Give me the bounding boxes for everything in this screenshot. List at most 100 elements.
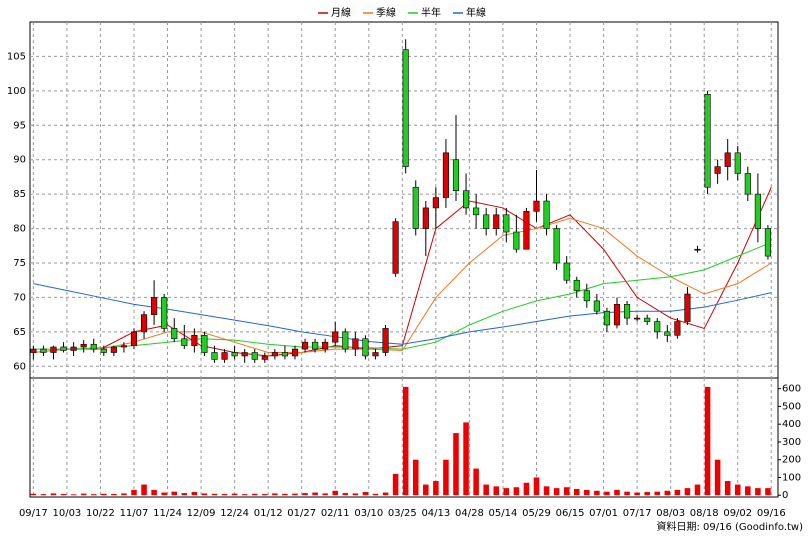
volume-bar (664, 490, 671, 496)
candle-body (473, 207, 480, 216)
volume-bar (362, 492, 369, 496)
volume-bar (30, 493, 37, 496)
volume-bar (433, 481, 439, 496)
volume-bar (131, 489, 137, 496)
volume-bar (342, 493, 349, 496)
volume-bar (734, 484, 741, 496)
y2-tick-label: 400 (782, 419, 801, 430)
x-tick-label: 01/27 (287, 508, 316, 519)
x-tick-label: 07/01 (589, 508, 618, 519)
y2-tick-label: 100 (782, 472, 801, 483)
x-tick-label: 06/15 (556, 508, 585, 519)
x-tick-label: 04/13 (421, 508, 450, 519)
candle-body (563, 262, 570, 281)
volume-bar (533, 477, 540, 496)
volume-bar (423, 484, 429, 496)
volume-bar (201, 493, 208, 496)
candle-body (100, 348, 107, 353)
y-tick-label: 105 (7, 51, 26, 62)
candle-body (573, 279, 580, 291)
volume-bar (151, 489, 157, 496)
volume-bar (654, 491, 661, 496)
volume-bar (755, 488, 761, 496)
candle-body (452, 159, 460, 192)
candle-body (513, 231, 520, 250)
candle-body (140, 314, 148, 333)
candle-body (432, 197, 439, 209)
volume-bar (292, 493, 298, 496)
candle-body (442, 152, 449, 198)
candle-body (201, 335, 208, 353)
x-tick-label: 09/17 (19, 508, 48, 519)
volume-bar (161, 492, 167, 496)
candle-body (593, 300, 600, 312)
candle-body (161, 297, 168, 329)
y-tick-label: 100 (7, 86, 26, 97)
x-tick-label: 05/14 (489, 508, 518, 519)
candle-body (151, 297, 158, 315)
x-tick-label: 10/03 (52, 508, 81, 519)
y-tick-label: 70 (13, 292, 26, 303)
volume-bar (80, 493, 87, 496)
volume-bar (453, 433, 459, 496)
moving-average (33, 217, 772, 354)
volume-bar (372, 493, 379, 496)
candle-body (603, 310, 610, 326)
y-tick-label: 90 (13, 155, 26, 166)
x-tick-label: 02/11 (321, 508, 350, 519)
volume-bar (694, 484, 701, 496)
volume-bar (584, 489, 590, 496)
candle-body (332, 331, 339, 343)
candle-body (110, 346, 117, 353)
candle-body (714, 166, 721, 174)
x-tick-label: 07/17 (623, 508, 652, 519)
x-tick-label: 03/25 (388, 508, 417, 519)
y-tick-label: 65 (13, 327, 26, 338)
candle-body (523, 211, 530, 250)
volume-bar (272, 493, 278, 496)
candle-body (281, 352, 288, 357)
volume-bar (493, 486, 500, 496)
y2-tick-label: 0 (782, 490, 788, 501)
y-tick-label: 60 (13, 361, 26, 372)
y2-tick-label: 500 (782, 401, 801, 412)
y2-tick-label: 600 (782, 384, 801, 395)
volume-bar (50, 493, 57, 496)
y2-tick-label: 300 (782, 437, 801, 448)
volume-bar (624, 491, 630, 496)
candle-body (724, 152, 731, 167)
candle-body (50, 346, 57, 353)
volume-bar (765, 488, 771, 496)
volume-bar (745, 486, 751, 496)
candle-body (191, 335, 198, 346)
volume-bar (40, 494, 47, 496)
candle-body (664, 331, 671, 336)
legend-label: 年線 (466, 6, 486, 19)
legend-label: 月線 (331, 6, 351, 19)
volume-bar (60, 493, 67, 496)
candle-body (533, 200, 540, 212)
volume-bar (382, 492, 389, 496)
x-tick-label: 03/10 (354, 508, 383, 519)
x-tick-label: 09/02 (723, 508, 752, 519)
candle-body (70, 346, 77, 351)
volume-bar (262, 493, 268, 496)
candle-body (392, 221, 399, 274)
volume-bar (121, 493, 127, 496)
volume-bar (241, 494, 248, 496)
candle-body (181, 338, 188, 346)
candle-body (130, 331, 138, 346)
y-tick-label: 85 (13, 189, 26, 200)
candle-body (251, 352, 258, 360)
candle-body (503, 214, 510, 233)
candle-body (483, 214, 490, 229)
candle-body (553, 228, 560, 264)
candle-body (90, 343, 97, 350)
candle-body (462, 190, 470, 209)
x-tick-label: 12/24 (220, 508, 249, 519)
candle-body (744, 173, 751, 195)
candle-body (60, 346, 67, 351)
candle-body (543, 200, 550, 229)
volume-bar (101, 493, 107, 496)
volume-bar (543, 486, 550, 496)
